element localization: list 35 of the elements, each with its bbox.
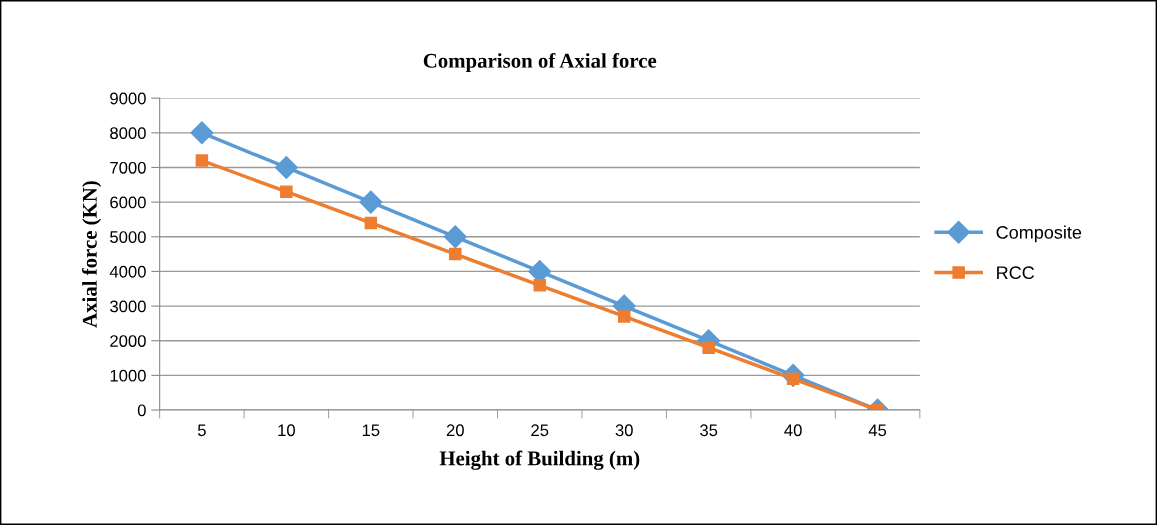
y-tick-label: 1000 <box>110 369 146 382</box>
point <box>443 225 467 249</box>
point <box>364 216 378 230</box>
y-tick-label: 0 <box>137 404 146 417</box>
y-axis-title: Axial force (KN) <box>81 181 102 328</box>
x-tick-label: 25 <box>531 424 549 437</box>
legend-label: RCC <box>997 266 1035 280</box>
y-tick-label: 5000 <box>110 231 146 243</box>
y-tick-label: 7000 <box>110 161 146 174</box>
point <box>190 121 214 145</box>
y-tick-label: 4000 <box>109 265 146 278</box>
y-tick-label: 8000 <box>110 127 146 140</box>
x-tick-label: 5 <box>197 424 206 437</box>
x-tick-label: 20 <box>446 424 464 437</box>
y-tick-label: 2000 <box>110 335 146 347</box>
point <box>702 341 715 354</box>
x-tick-label: 30 <box>615 424 633 437</box>
x-tick-label: 10 <box>278 424 295 437</box>
chart-title: Comparison of Axial force <box>423 52 657 73</box>
y-tick-label: 3000 <box>110 300 146 313</box>
point <box>359 190 383 214</box>
x-axis-title: Height of Building (m) <box>439 450 640 470</box>
point <box>280 185 293 198</box>
point <box>533 279 546 292</box>
x-tick-label: 40 <box>784 424 802 437</box>
x-tick-label: 15 <box>362 424 380 437</box>
point <box>617 310 631 323</box>
point <box>195 154 209 167</box>
y-tick-label: 6000 <box>110 196 146 209</box>
x-tick-label: 45 <box>868 424 887 437</box>
y-tick-label: 9000 <box>110 92 146 105</box>
legend-label: Composite <box>996 225 1082 243</box>
point <box>274 155 298 179</box>
x-tick-label: 35 <box>700 424 718 437</box>
point <box>449 247 462 261</box>
